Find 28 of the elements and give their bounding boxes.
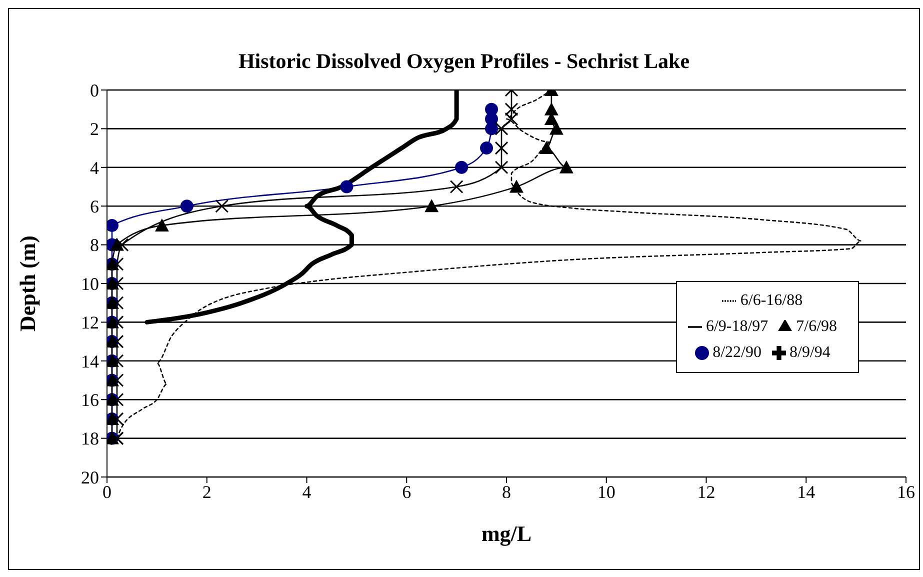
y-tick-label: 0 [90, 80, 99, 100]
x-tick-label: 8 [502, 482, 511, 502]
y-tick-label: 6 [90, 196, 99, 216]
y-tick-label: 8 [90, 235, 99, 256]
y-axis-title: Depth (m) [14, 236, 40, 332]
y-tick-label: 4 [90, 158, 99, 178]
legend-label: 6/9-18/97 [706, 318, 768, 335]
y-tick-label: 10 [81, 274, 99, 294]
legend-label: 8/22/90 [712, 344, 762, 361]
x-tick-label: 12 [697, 482, 716, 502]
x-tick-label: 16 [897, 482, 915, 502]
x-tick-label: 2 [202, 482, 212, 502]
y-tick-label: 14 [81, 351, 99, 372]
y-tick-label: 20 [81, 467, 99, 488]
legend-label: 8/9/94 [790, 344, 830, 361]
legend-label: 6/6-16/88 [740, 292, 803, 309]
y-tick-label: 12 [81, 312, 99, 333]
y-tick-label: 18 [81, 428, 99, 449]
x-tick-label: 0 [102, 482, 112, 502]
x-tick-label: 4 [302, 482, 312, 502]
x-tick-label: 14 [797, 482, 816, 502]
y-tick-label: 2 [90, 119, 99, 140]
chart-title: Historic Dissolved Oxygen Profiles - Sechrist Lake [237, 49, 691, 74]
x-tick-label: 6 [402, 482, 412, 502]
x-tick-label: 10 [597, 482, 616, 502]
y-tick-label: 16 [81, 390, 99, 410]
legend-label: 7/6/98 [796, 318, 838, 335]
x-axis-title: mg/L [481, 521, 532, 546]
